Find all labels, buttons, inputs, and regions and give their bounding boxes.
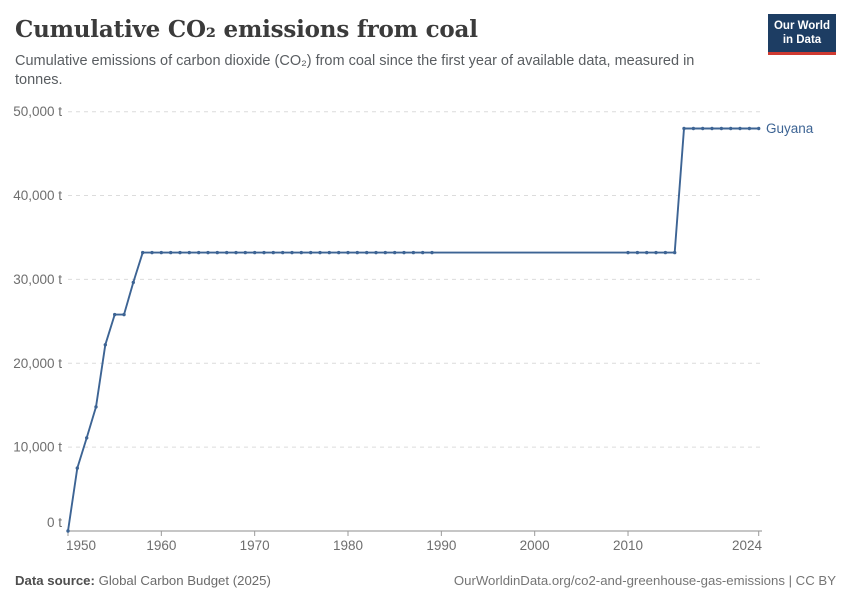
y-tick-label: 40,000 t — [13, 188, 62, 203]
data-point-marker — [85, 436, 89, 440]
data-point-marker — [113, 312, 117, 317]
data-point-marker — [215, 250, 219, 255]
data-point-marker — [374, 250, 378, 255]
data-point-marker — [673, 250, 677, 255]
x-tick-label: 2010 — [613, 538, 643, 553]
data-point-marker — [355, 250, 359, 255]
owid-logo: Our World in Data — [768, 14, 836, 55]
data-point-marker — [206, 250, 210, 255]
data-point-marker — [122, 312, 126, 317]
y-tick-label: 30,000 t — [13, 272, 62, 287]
data-point-marker — [402, 250, 406, 255]
data-point-marker — [337, 250, 341, 255]
data-point-marker — [271, 250, 275, 255]
data-point-marker — [150, 250, 154, 255]
y-tick-label: 0 t — [47, 515, 62, 530]
x-tick-label: 1990 — [426, 538, 456, 553]
data-point-marker — [103, 343, 108, 347]
data-point-marker — [719, 126, 724, 131]
data-point-marker — [701, 126, 705, 131]
x-tick-label: 1980 — [333, 538, 363, 553]
data-point-marker — [178, 250, 182, 255]
data-point-marker — [635, 250, 640, 255]
data-point-marker — [663, 250, 668, 255]
owid-logo-line2: in Data — [782, 34, 822, 47]
data-point-marker — [75, 466, 80, 470]
data-point-marker — [757, 126, 761, 131]
data-point-marker — [626, 250, 630, 255]
data-point-marker — [654, 250, 658, 255]
data-point-marker — [169, 250, 173, 255]
data-point-marker — [346, 250, 350, 255]
data-point-marker — [187, 250, 191, 255]
y-tick-label: 20,000 t — [13, 356, 62, 371]
data-point-marker — [225, 250, 229, 255]
chart-subtitle: Cumulative emissions of carbon dioxide (… — [15, 53, 695, 88]
datasource-value: Global Carbon Budget (2025) — [98, 573, 271, 588]
y-tick-label: 10,000 t — [13, 440, 62, 455]
data-point-marker — [327, 250, 331, 255]
x-tick-label: 1970 — [240, 538, 270, 553]
data-point-marker — [747, 126, 752, 131]
data-point-marker — [421, 250, 425, 255]
data-point-marker — [393, 250, 397, 255]
data-point-marker — [262, 250, 266, 255]
series-end-label: Guyana — [766, 121, 814, 136]
data-point-marker — [729, 126, 733, 131]
data-point-marker — [299, 250, 303, 255]
data-point-marker — [710, 126, 714, 131]
data-point-marker — [141, 250, 145, 255]
data-point-marker — [94, 405, 98, 409]
y-tick-label: 50,000 t — [13, 104, 62, 119]
data-point-marker — [197, 250, 201, 255]
data-point-marker — [738, 126, 742, 131]
chart-footer: Data source: Global Carbon Budget (2025)… — [15, 573, 836, 588]
x-tick-label: 1960 — [146, 538, 176, 553]
x-tick-label: 2024 — [732, 538, 763, 553]
data-point-marker — [253, 250, 257, 255]
data-point-marker — [383, 250, 387, 255]
data-point-marker — [691, 126, 696, 131]
x-tick-label: 2000 — [520, 538, 550, 553]
x-tick-label: 1950 — [66, 538, 96, 553]
data-point-marker — [131, 280, 135, 285]
data-point-marker — [66, 529, 70, 533]
chart-title: Cumulative CO₂ emissions from coal — [15, 16, 478, 43]
data-point-marker — [365, 250, 369, 255]
data-point-marker — [234, 250, 238, 255]
data-point-marker — [159, 250, 163, 255]
data-point-marker — [281, 250, 285, 255]
data-point-marker — [318, 250, 322, 255]
datasource-label: Data source: — [15, 573, 95, 588]
data-point-marker — [430, 250, 434, 255]
footer-license: OurWorldinData.org/co2-and-greenhouse-ga… — [453, 573, 836, 588]
data-point-marker — [411, 250, 416, 255]
data-point-marker — [645, 250, 649, 255]
owid-logo-line1: Our World — [773, 20, 830, 32]
footer-datasource: Data source: Global Carbon Budget (2025) — [15, 573, 271, 588]
data-point-marker — [309, 250, 313, 255]
data-point-marker — [682, 126, 686, 131]
series-line — [67, 127, 760, 532]
data-point-marker — [243, 250, 247, 255]
data-point-marker — [290, 250, 294, 255]
